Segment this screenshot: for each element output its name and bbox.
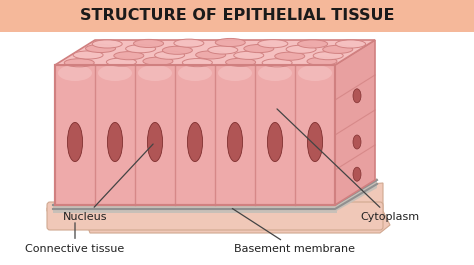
Ellipse shape (73, 51, 103, 59)
Ellipse shape (98, 65, 132, 81)
FancyBboxPatch shape (47, 202, 383, 230)
Polygon shape (47, 183, 390, 233)
Ellipse shape (196, 51, 226, 59)
Ellipse shape (114, 52, 144, 60)
Text: STRUCTURE OF EPITHELIAL TISSUE: STRUCTURE OF EPITHELIAL TISSUE (80, 8, 394, 24)
Text: Nucleus: Nucleus (63, 144, 153, 222)
Ellipse shape (182, 59, 212, 67)
Ellipse shape (307, 57, 337, 65)
Ellipse shape (143, 57, 173, 65)
Ellipse shape (64, 59, 94, 67)
Ellipse shape (258, 65, 292, 81)
Ellipse shape (92, 40, 122, 48)
Text: Basement membrane: Basement membrane (232, 209, 356, 254)
Ellipse shape (85, 45, 116, 52)
Ellipse shape (126, 45, 155, 53)
Ellipse shape (275, 52, 305, 60)
Text: Cytoplasm: Cytoplasm (277, 109, 419, 222)
Ellipse shape (267, 122, 283, 162)
Ellipse shape (228, 122, 243, 162)
Ellipse shape (313, 52, 343, 60)
Ellipse shape (353, 167, 361, 181)
Ellipse shape (58, 65, 92, 81)
Ellipse shape (298, 40, 328, 48)
Ellipse shape (218, 65, 252, 81)
Ellipse shape (336, 40, 365, 48)
Ellipse shape (298, 65, 332, 81)
Ellipse shape (308, 122, 323, 162)
Bar (53, 203, 337, 213)
Ellipse shape (258, 39, 288, 48)
Ellipse shape (208, 46, 238, 54)
Ellipse shape (106, 58, 137, 66)
Polygon shape (333, 178, 377, 213)
Ellipse shape (134, 39, 164, 47)
Ellipse shape (323, 45, 353, 54)
Ellipse shape (138, 65, 172, 81)
Bar (0, 0, 474, 32)
Polygon shape (55, 40, 375, 65)
Ellipse shape (67, 122, 82, 162)
Ellipse shape (147, 122, 163, 162)
Ellipse shape (178, 65, 212, 81)
Ellipse shape (174, 39, 204, 47)
Ellipse shape (234, 51, 264, 59)
Polygon shape (335, 40, 375, 205)
Ellipse shape (108, 122, 123, 162)
Ellipse shape (187, 122, 202, 162)
Ellipse shape (244, 45, 274, 53)
Ellipse shape (262, 59, 292, 67)
Bar (55, 65, 335, 205)
Ellipse shape (163, 46, 192, 54)
Ellipse shape (215, 38, 245, 47)
Ellipse shape (286, 45, 316, 53)
Text: Connective tissue: Connective tissue (26, 223, 125, 254)
Ellipse shape (353, 89, 361, 103)
Ellipse shape (353, 135, 361, 149)
Ellipse shape (226, 58, 255, 66)
FancyBboxPatch shape (55, 65, 335, 205)
Ellipse shape (155, 51, 184, 59)
